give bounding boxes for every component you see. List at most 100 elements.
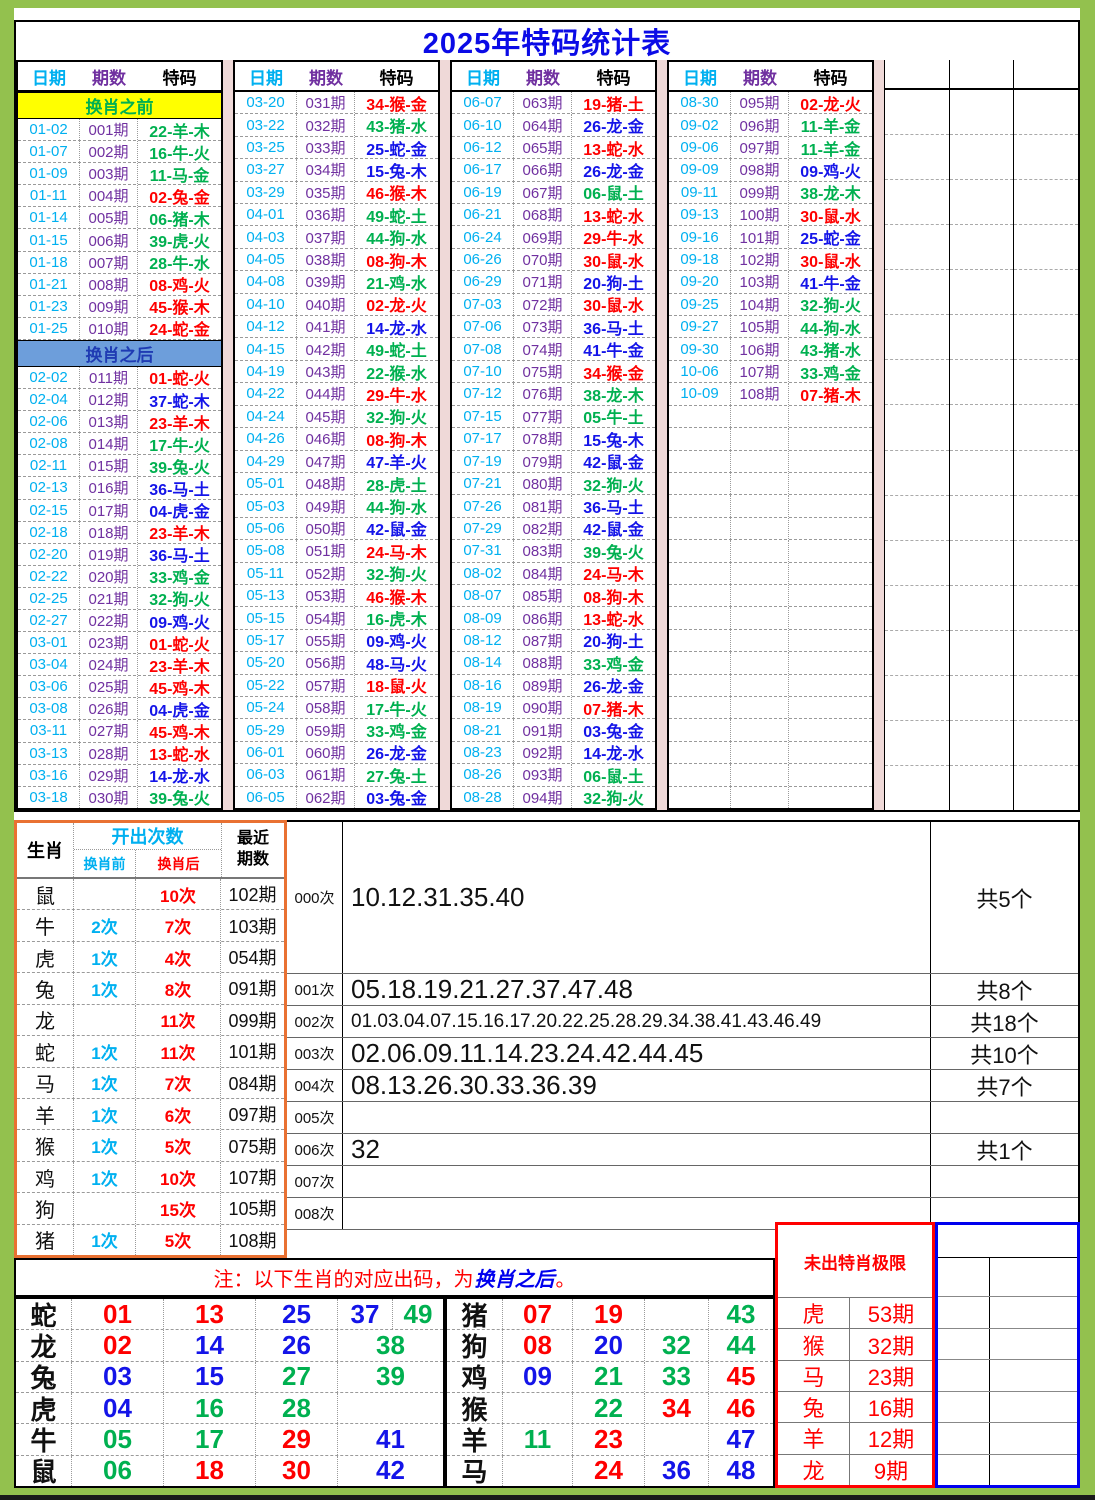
period-row: 08-07 085期 08-狗-木 xyxy=(452,584,655,608)
period-cell: 107期 xyxy=(731,360,789,383)
empty-row xyxy=(1014,135,1079,181)
zodiac-name-cell: 鸡 xyxy=(447,1361,503,1393)
special-code-cell: 23-羊-木 xyxy=(149,415,210,433)
mapped-number-cell: 14 xyxy=(164,1330,256,1361)
period-row: 03-13 028期 13-蛇-水 xyxy=(18,742,221,765)
special-code-cell: 22-羊-木 xyxy=(149,123,210,141)
period-row: 08-26 093期 06-鼠-土 xyxy=(452,764,655,787)
period-row: 09-18 102期 30-鼠-水 xyxy=(669,248,872,272)
date-cell: 09-30 xyxy=(669,338,731,360)
special-code-cell: 30-鼠-水 xyxy=(583,253,644,271)
special-code-cell: 08-狗-木 xyxy=(583,589,644,607)
period-cell: 042期 xyxy=(297,338,355,360)
code-header: 特码 xyxy=(162,68,197,88)
blue-box-cell xyxy=(938,1423,990,1454)
date-cell: 03-29 xyxy=(235,181,297,204)
period-row: 04-03 037期 44-狗-水 xyxy=(235,226,438,249)
zodiac-mapping-table-right: 猪 07 19 43 狗 08 20 32 44 鸡 09 21 33 45 猴 22 34 46 羊 11 23 47 马… xyxy=(445,1297,775,1488)
before-count-cell: 1次 xyxy=(74,1067,136,1098)
code-header: 特码 xyxy=(813,68,848,88)
special-code-cell: 39-兔-火 xyxy=(583,544,644,562)
special-code-cell: 32-狗-火 xyxy=(583,791,644,809)
date-cell: 03-11 xyxy=(18,720,80,742)
mapped-number-cell: 33 xyxy=(645,1361,709,1392)
mapped-number-cell: 46 xyxy=(726,1392,756,1423)
period-row: 03-01 023期 01-蛇-火 xyxy=(18,632,221,655)
period-subtable-3: 日期 期数 特码 06-07 063期 19-猪-土 06-10 064期 26-龙-金 06-1… xyxy=(450,60,657,810)
special-code-cell: 33-鸡-金 xyxy=(800,365,861,383)
date-header: 日期 xyxy=(683,68,717,88)
mapping-row: 蛇 01 13 25 37 49 xyxy=(16,1299,443,1331)
zodiac-name-cell: 蛇 xyxy=(16,1299,72,1331)
mapping-row: 马 24 36 48 xyxy=(447,1455,773,1487)
subtable-header: 日期 期数 特码 xyxy=(235,62,438,92)
date-cell: 04-26 xyxy=(235,428,297,450)
special-code-cell: 11-羊-金 xyxy=(800,119,861,137)
empty-row xyxy=(1014,496,1079,541)
special-code-cell: 13-蛇-水 xyxy=(583,208,644,226)
recent-period-cell: 084期 xyxy=(228,1073,277,1094)
special-code-cell: 01-蛇-火 xyxy=(149,371,210,389)
period-cell: 016期 xyxy=(80,477,138,499)
period-row: 02-27 022期 09-鸡-火 xyxy=(18,609,221,633)
date-cell: 07-26 xyxy=(452,495,514,517)
after-count-cell: 7次 xyxy=(136,1067,221,1098)
empty-column-header xyxy=(885,60,949,90)
period-cell: 100期 xyxy=(731,204,789,226)
blue-box-cell xyxy=(990,1258,1077,1296)
note-highlight: 换肖之后 xyxy=(474,1269,555,1291)
period-cell: 038期 xyxy=(297,248,355,271)
count-label: 006次 xyxy=(287,1134,343,1166)
after-count-cell: 15次 xyxy=(136,1193,221,1224)
mapping-row: 鼠 06 18 30 42 xyxy=(16,1455,443,1487)
period-row: 02-25 021期 32-狗-火 xyxy=(18,587,221,610)
date-cell: 02-27 xyxy=(18,609,80,632)
date-cell xyxy=(669,540,731,562)
special-code-cell: 06-鼠-土 xyxy=(583,768,644,786)
blue-box-cell xyxy=(990,1329,1077,1359)
empty-row xyxy=(1014,676,1079,721)
special-code-cell xyxy=(789,473,872,494)
period-cell xyxy=(731,674,789,696)
period-header: 期数 xyxy=(92,68,126,88)
date-cell xyxy=(669,629,731,652)
empty-row xyxy=(949,676,1014,721)
mapped-number-cell: 17 xyxy=(164,1424,256,1455)
unseen-limit-body: 虎 53期猴 32期马 23期兔 16期羊 12期龙 9期 xyxy=(778,1297,932,1485)
period-row xyxy=(669,584,872,608)
period-cell: 003期 xyxy=(80,163,138,185)
period-row: 08-12 087期 20-狗-土 xyxy=(452,629,655,653)
special-code-cell: 26-龙-金 xyxy=(583,119,644,137)
date-cell: 04-05 xyxy=(235,248,297,271)
special-code-cell: 36-马-土 xyxy=(583,500,644,518)
period-row: 04-08 039期 21-鸡-水 xyxy=(235,271,438,294)
date-cell: 02-02 xyxy=(18,366,80,389)
period-row: 10-09 108期 07-猪-木 xyxy=(669,383,872,406)
empty-row xyxy=(885,135,949,181)
period-cell: 030期 xyxy=(80,786,138,808)
period-cell: 048期 xyxy=(297,472,355,495)
period-cell: 019期 xyxy=(80,543,138,565)
date-cell: 04-12 xyxy=(235,316,297,338)
date-cell: 06-24 xyxy=(452,226,514,248)
date-cell: 05-11 xyxy=(235,562,297,584)
empty-row xyxy=(949,541,1014,586)
period-cell: 059期 xyxy=(297,719,355,741)
mapping-last-cells: 37 49 xyxy=(338,1299,443,1330)
period-row: 04-12 041期 14-龙-水 xyxy=(235,316,438,339)
date-cell: 01-21 xyxy=(18,273,80,295)
period-cell: 067期 xyxy=(514,181,572,204)
empty-row xyxy=(949,315,1014,361)
period-cell: 015期 xyxy=(80,455,138,477)
mapped-number-cell: 38 xyxy=(376,1330,405,1360)
date-cell: 07-17 xyxy=(452,428,514,450)
special-code-cell: 29-牛-水 xyxy=(583,231,644,249)
empty-row xyxy=(949,180,1014,226)
special-code-cell xyxy=(789,540,872,561)
date-cell: 08-26 xyxy=(452,764,514,786)
period-cell xyxy=(731,584,789,607)
special-code-cell: 47-羊-火 xyxy=(366,455,427,473)
special-code-cell: 39-虎-火 xyxy=(149,234,210,252)
date-cell: 02-04 xyxy=(18,389,80,411)
date-cell: 08-14 xyxy=(452,652,514,674)
